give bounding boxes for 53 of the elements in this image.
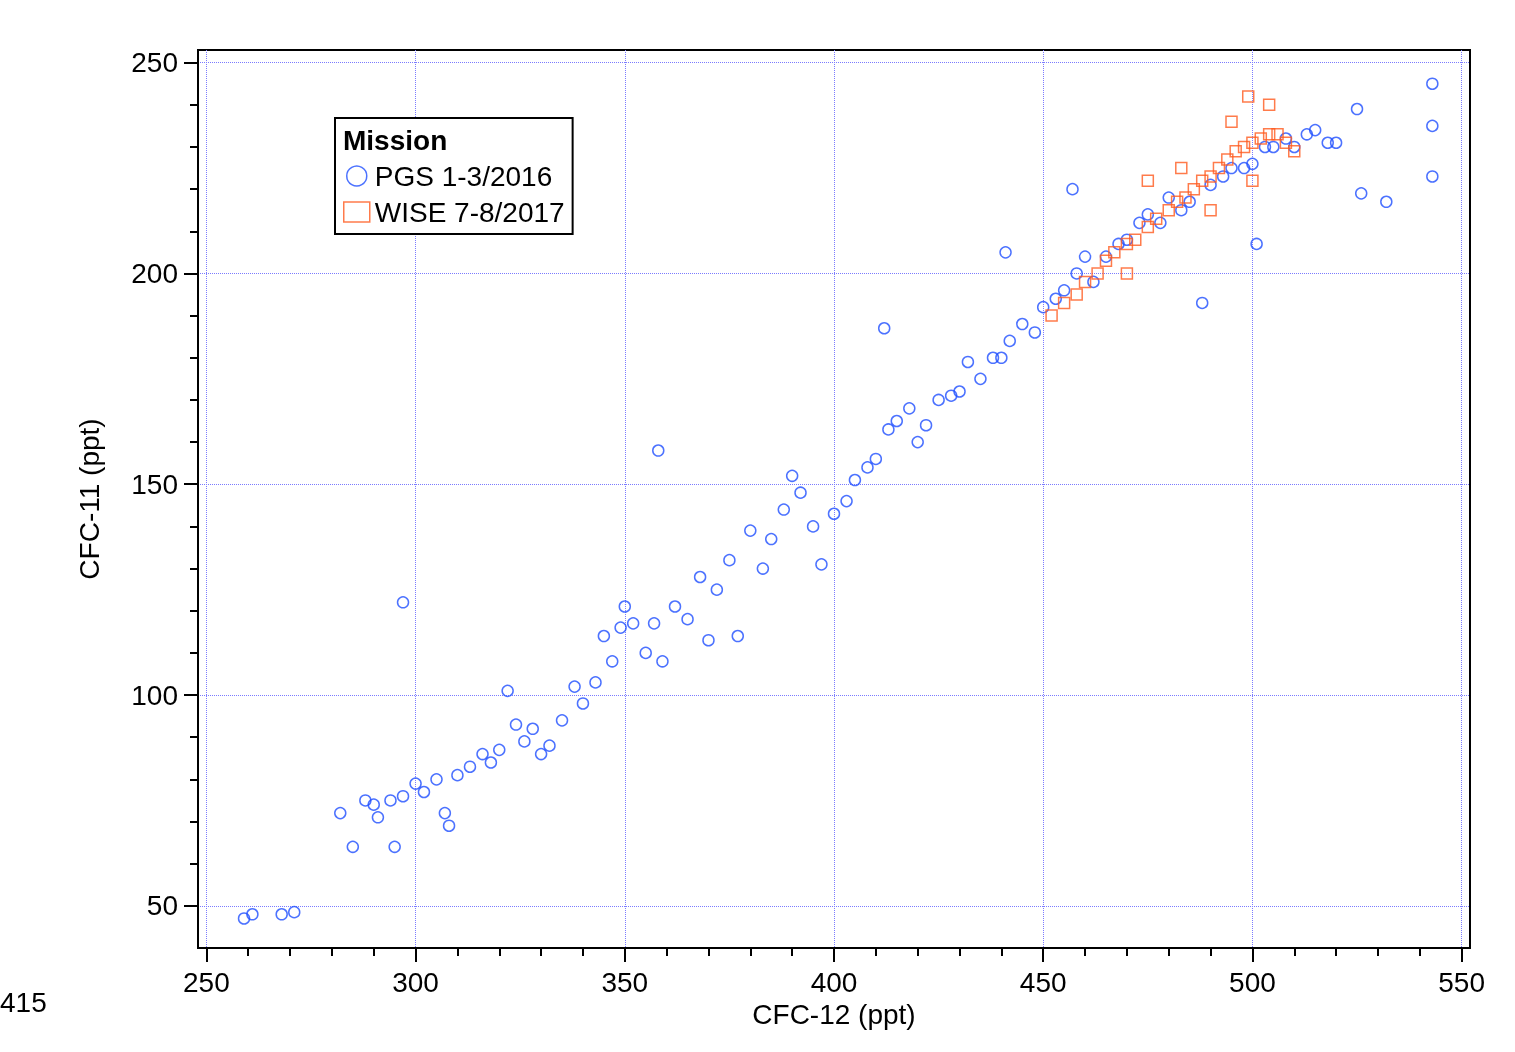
legend-label: PGS 1-3/2016: [374, 160, 553, 192]
y-tick-label: 100: [131, 679, 178, 711]
x-tick-label: 450: [1019, 966, 1067, 998]
point: [1141, 174, 1155, 187]
legend-label: WISE 7-8/2017: [374, 196, 565, 228]
y-tick-label: 250: [131, 47, 178, 79]
x-axis-title: CFC-12 (ppt): [752, 999, 916, 1031]
point: [1237, 140, 1251, 154]
point: [1120, 237, 1134, 251]
point: [1120, 267, 1134, 280]
x-tick-label: 500: [1229, 966, 1276, 998]
point: [1099, 254, 1113, 268]
y-tick-label: 150: [131, 468, 178, 500]
y-tick-label: 50: [146, 890, 178, 922]
point: [1229, 144, 1242, 158]
point: [1262, 128, 1276, 141]
point: [1225, 115, 1238, 128]
point: [1187, 182, 1201, 196]
point: [1149, 212, 1163, 225]
y-tick-label: 200: [131, 257, 178, 289]
point: [1262, 98, 1276, 112]
point: [1141, 220, 1155, 234]
point: [1162, 203, 1175, 217]
point: [1204, 203, 1217, 217]
point: [1045, 309, 1058, 322]
point: [1288, 144, 1301, 158]
point: [1078, 275, 1092, 289]
point: [1241, 90, 1255, 103]
point: [1175, 161, 1188, 175]
legend-title: Mission: [343, 124, 448, 156]
point: [1204, 170, 1217, 183]
y-axis-title: CFC-11 (ppt): [73, 418, 105, 580]
point: [1070, 288, 1083, 301]
point: [1246, 136, 1259, 149]
point: [1254, 132, 1268, 145]
x-tick-label: 400: [810, 966, 858, 998]
x-tick-label: 350: [601, 966, 649, 998]
point: [1108, 246, 1121, 259]
point: [1221, 153, 1234, 166]
point: [1179, 191, 1192, 204]
point: [1212, 161, 1226, 175]
point: [1246, 174, 1259, 187]
point: [1271, 128, 1284, 141]
x-tick-label: 250: [183, 966, 230, 998]
point: [1091, 267, 1104, 280]
point: [1279, 136, 1293, 149]
text: 415: [0, 986, 47, 1018]
point: [1170, 195, 1184, 209]
x-tick-label: 300: [392, 966, 439, 998]
point: [1129, 233, 1142, 246]
x-tick-label: 550: [1438, 966, 1485, 998]
point: [1195, 174, 1209, 187]
point: [1057, 296, 1071, 310]
